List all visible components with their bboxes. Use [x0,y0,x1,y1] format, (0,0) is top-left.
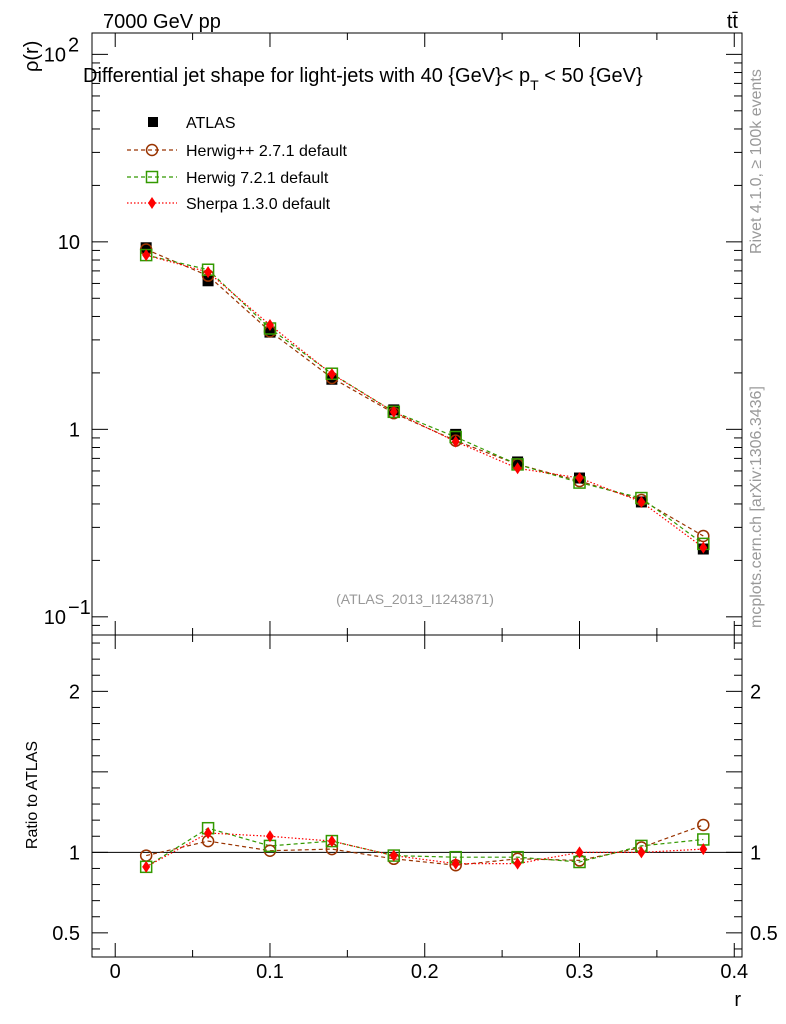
ratio-y-tick-label-right: 1 [750,842,761,864]
ratio-line-circle [146,824,704,866]
legend-marker-atlas [148,117,158,127]
main-point-diamond [389,405,398,418]
ratio-y-tick-label: 0.5 [52,923,80,945]
ratio-point-diamond [699,843,708,856]
ratio-y-axis-label: Ratio to ATLAS [24,741,41,849]
energy-label: 7000 GeV pp [103,11,221,33]
ratio-y-tick-label-right: 2 [750,681,761,703]
mcplots-label: mcplots.cern.ch [arXiv:1306.3436] [748,386,765,628]
y-tick-label: 10 [58,232,80,254]
atlas-data-point [512,456,524,468]
data-markers [139,242,710,874]
ratio-plot-frame [91,634,743,958]
legend-marker-herwig7 [145,170,159,184]
ratio-point-diamond [204,827,213,840]
ratio-point-diamond [142,860,151,873]
x-tick-label: 0 [110,961,121,983]
y-tick-label: 1 [69,419,80,441]
y-tick-label: 10 [44,607,66,629]
legend: ATLAS Herwig++ 2.7.1 default Herwig 7.2.… [127,115,348,213]
legend-label-herwig7: Herwig 7.2.1 default [186,170,329,187]
plot-title-subscript: T [530,77,539,93]
ratio-y-tick-label: 1 [69,842,80,864]
main-point-diamond [699,541,708,554]
atlas-data-point [140,242,152,254]
main-point-diamond [265,319,274,332]
ratio-point-diamond [637,846,646,859]
plot-title-end: < 50 {GeV} [539,65,643,87]
x-tick-label: 0.4 [720,961,748,983]
main-point-circle [697,529,710,543]
plot-title: Differential jet shape for light-jets wi… [83,65,643,93]
ratio-line-square [145,827,704,868]
y-tick-exponent: −1 [68,597,91,619]
ratio-point-diamond [265,830,274,843]
ratio-point-diamond [327,835,336,848]
legend-marker-herwigpp [145,143,159,157]
axis-ticks [92,33,742,957]
main-point-diamond [637,495,646,508]
main-point-diamond [513,462,522,475]
ratio-point-circle [139,849,153,862]
y-tick-label: 10 [44,44,66,66]
ratio-line-diamond [145,832,704,868]
legend-label-herwigpp: Herwig++ 2.7.1 default [186,143,348,160]
main-point-diamond [142,249,151,262]
legend-label-atlas: ATLAS [186,115,236,132]
main-point-diamond [204,266,213,279]
main-line-circle [145,248,704,537]
atlas-data-point [450,428,462,440]
ratio-point-diamond [451,857,460,870]
plot-title-main: Differential jet shape for light-jets wi… [83,65,530,87]
x-tick-label: 0.3 [566,961,594,983]
main-point-diamond [575,472,584,485]
main-line-square [146,254,704,545]
ratio-point-diamond [513,857,522,870]
x-axis-label: r [734,989,741,1011]
y-axis-label: ρ(r) [21,41,43,72]
legend-label-sherpa: Sherpa 1.3.0 default [186,196,331,213]
main-line-diamond [146,254,704,549]
main-point-diamond [327,368,336,381]
ratio-y-tick-label: 2 [69,681,80,703]
process-label: tt̄ [727,11,739,33]
x-tick-label: 0.1 [256,961,284,983]
ratio-point-diamond [575,846,584,859]
analysis-id-watermark: (ATLAS_2013_I1243871) [336,591,494,607]
ratio-y-tick-label-right: 0.5 [750,923,778,945]
ratio-point-circle [697,818,710,832]
ratio-point-diamond [389,849,398,862]
series-lines [92,248,742,868]
atlas-data-point [264,326,276,338]
legend-marker-sherpa [148,197,156,209]
y-tick-exponent: 2 [68,34,79,56]
rivet-version-label: Rivet 4.1.0, ≥ 100k events [748,69,765,254]
x-tick-label: 0.2 [411,961,439,983]
main-point-diamond [451,435,460,448]
